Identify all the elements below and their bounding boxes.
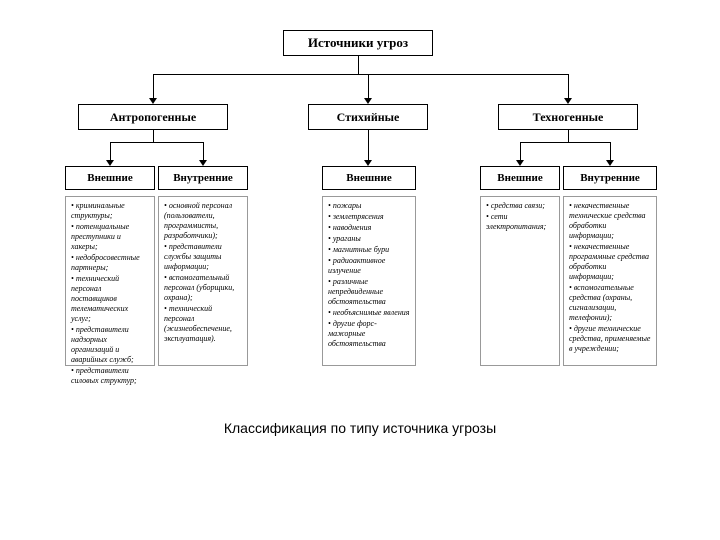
connector (368, 74, 369, 98)
connector (203, 142, 204, 160)
connector (110, 142, 111, 160)
category-box: Техногенные (498, 104, 638, 130)
list-item: представители службы защиты информации; (164, 242, 242, 272)
list-item: представители силовых структур; (71, 366, 149, 386)
connector (153, 74, 154, 98)
detail-list: некачественные технические средства обра… (569, 201, 651, 354)
connector (153, 130, 154, 142)
connector (568, 130, 569, 142)
detail-box: основной персонал (пользователи, програм… (158, 196, 248, 366)
sub-label: Внутренние (173, 172, 233, 184)
list-item: вспомогательные средства (охраны, сигнал… (569, 283, 651, 323)
connector (568, 74, 569, 98)
sub-label: Внешние (497, 172, 542, 184)
detail-box: пожарыземлетрясениянаводненияураганымагн… (322, 196, 416, 366)
list-item: пожары (328, 201, 410, 211)
detail-box: некачественные технические средства обра… (563, 196, 657, 366)
sub-box: Внешние (322, 166, 416, 190)
sub-label: Внешние (346, 172, 391, 184)
connector (358, 56, 359, 74)
list-item: потенциальные преступники и хакеры; (71, 222, 149, 252)
connector (610, 142, 611, 160)
list-item: основной персонал (пользователи, програм… (164, 201, 242, 241)
diagram-caption: Классификация по типу источника угрозы (0, 420, 720, 436)
detail-list: средства связи;сети электропитания; (486, 201, 554, 232)
caption-text: Классификация по типу источника угрозы (224, 420, 496, 436)
connector (520, 142, 521, 160)
category-label: Стихийные (337, 110, 400, 125)
list-item: другие технические средства, применяемые… (569, 324, 651, 354)
list-item: представители надзорных организаций и ав… (71, 325, 149, 365)
sub-box: Внешние (65, 166, 155, 190)
category-label: Техногенные (533, 110, 604, 125)
connector (520, 142, 610, 143)
root-box: Источники угроз (283, 30, 433, 56)
sub-box: Внутренние (563, 166, 657, 190)
list-item: землетрясения (328, 212, 410, 222)
sub-label: Внутренние (580, 172, 640, 184)
detail-list: криминальные структуры;потенциальные пре… (71, 201, 149, 386)
list-item: криминальные структуры; (71, 201, 149, 221)
detail-list: основной персонал (пользователи, програм… (164, 201, 242, 344)
root-label: Источники угроз (308, 35, 408, 51)
list-item: некачественные программные средства обра… (569, 242, 651, 282)
list-item: радиоактивное излучение (328, 256, 410, 276)
list-item: различные непредвиденные обстоятельства (328, 277, 410, 307)
list-item: магнитные бури (328, 245, 410, 255)
list-item: наводнения (328, 223, 410, 233)
list-item: средства связи; (486, 201, 554, 211)
connector (110, 142, 203, 143)
sub-box: Внутренние (158, 166, 248, 190)
list-item: ураганы (328, 234, 410, 244)
list-item: некачественные технические средства обра… (569, 201, 651, 241)
detail-box: криминальные структуры;потенциальные пре… (65, 196, 155, 366)
sub-box: Внешние (480, 166, 560, 190)
list-item: вспомогательный персонал (уборщики, охра… (164, 273, 242, 303)
sub-label: Внешние (87, 172, 132, 184)
detail-list: пожарыземлетрясениянаводненияураганымагн… (328, 201, 410, 349)
category-box: Антропогенные (78, 104, 228, 130)
list-item: другие форс-мажорные обстоятельства (328, 319, 410, 349)
category-box: Стихийные (308, 104, 428, 130)
connector (153, 74, 568, 75)
category-label: Антропогенные (110, 110, 196, 125)
list-item: технический персонал (жизнеобеспечение, … (164, 304, 242, 344)
list-item: необъяснимые явления (328, 308, 410, 318)
list-item: сети электропитания; (486, 212, 554, 232)
detail-box: средства связи;сети электропитания; (480, 196, 560, 366)
list-item: технический персонал поставщиков телемат… (71, 274, 149, 324)
list-item: недобросовестные партнеры; (71, 253, 149, 273)
connector (368, 130, 369, 160)
